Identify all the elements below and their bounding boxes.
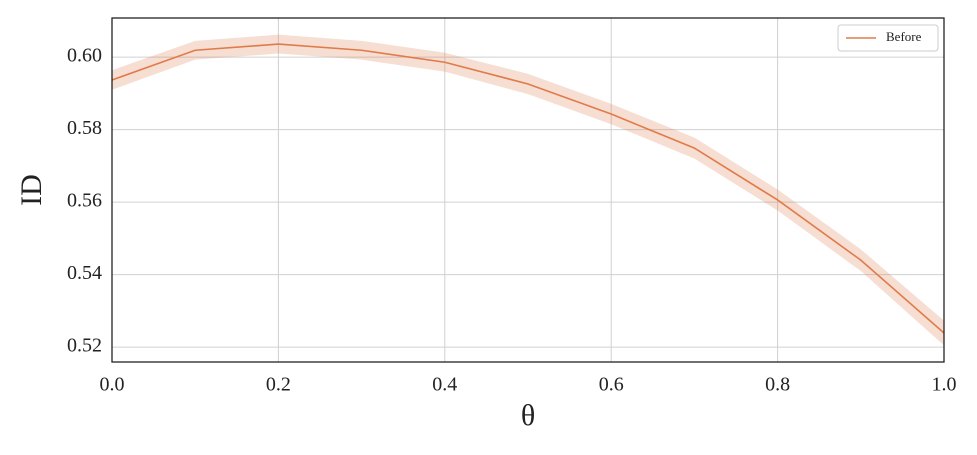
x-tick-label: 0.2 xyxy=(266,374,291,396)
y-tick-label: 0.56 xyxy=(67,190,102,212)
x-tick-label: 0.8 xyxy=(765,374,790,396)
y-tick-label: 0.52 xyxy=(67,335,102,357)
x-axis-label: θ xyxy=(521,399,535,432)
y-axis-label: ID xyxy=(15,174,48,206)
x-tick-label: 1.0 xyxy=(932,374,957,396)
y-tick-label: 0.58 xyxy=(67,117,102,139)
y-tick-label: 0.54 xyxy=(67,262,102,284)
x-tick-label: 0.6 xyxy=(599,374,624,396)
line xyxy=(111,43,945,334)
plot-frame xyxy=(111,17,945,363)
y-tick-label: 0.60 xyxy=(67,45,102,67)
x-tick-label: 0.4 xyxy=(432,374,457,396)
confidence-band xyxy=(112,34,944,346)
x-tick-label: 0.0 xyxy=(100,374,125,396)
legend-label: Before xyxy=(886,29,922,44)
legend-box xyxy=(837,24,939,52)
